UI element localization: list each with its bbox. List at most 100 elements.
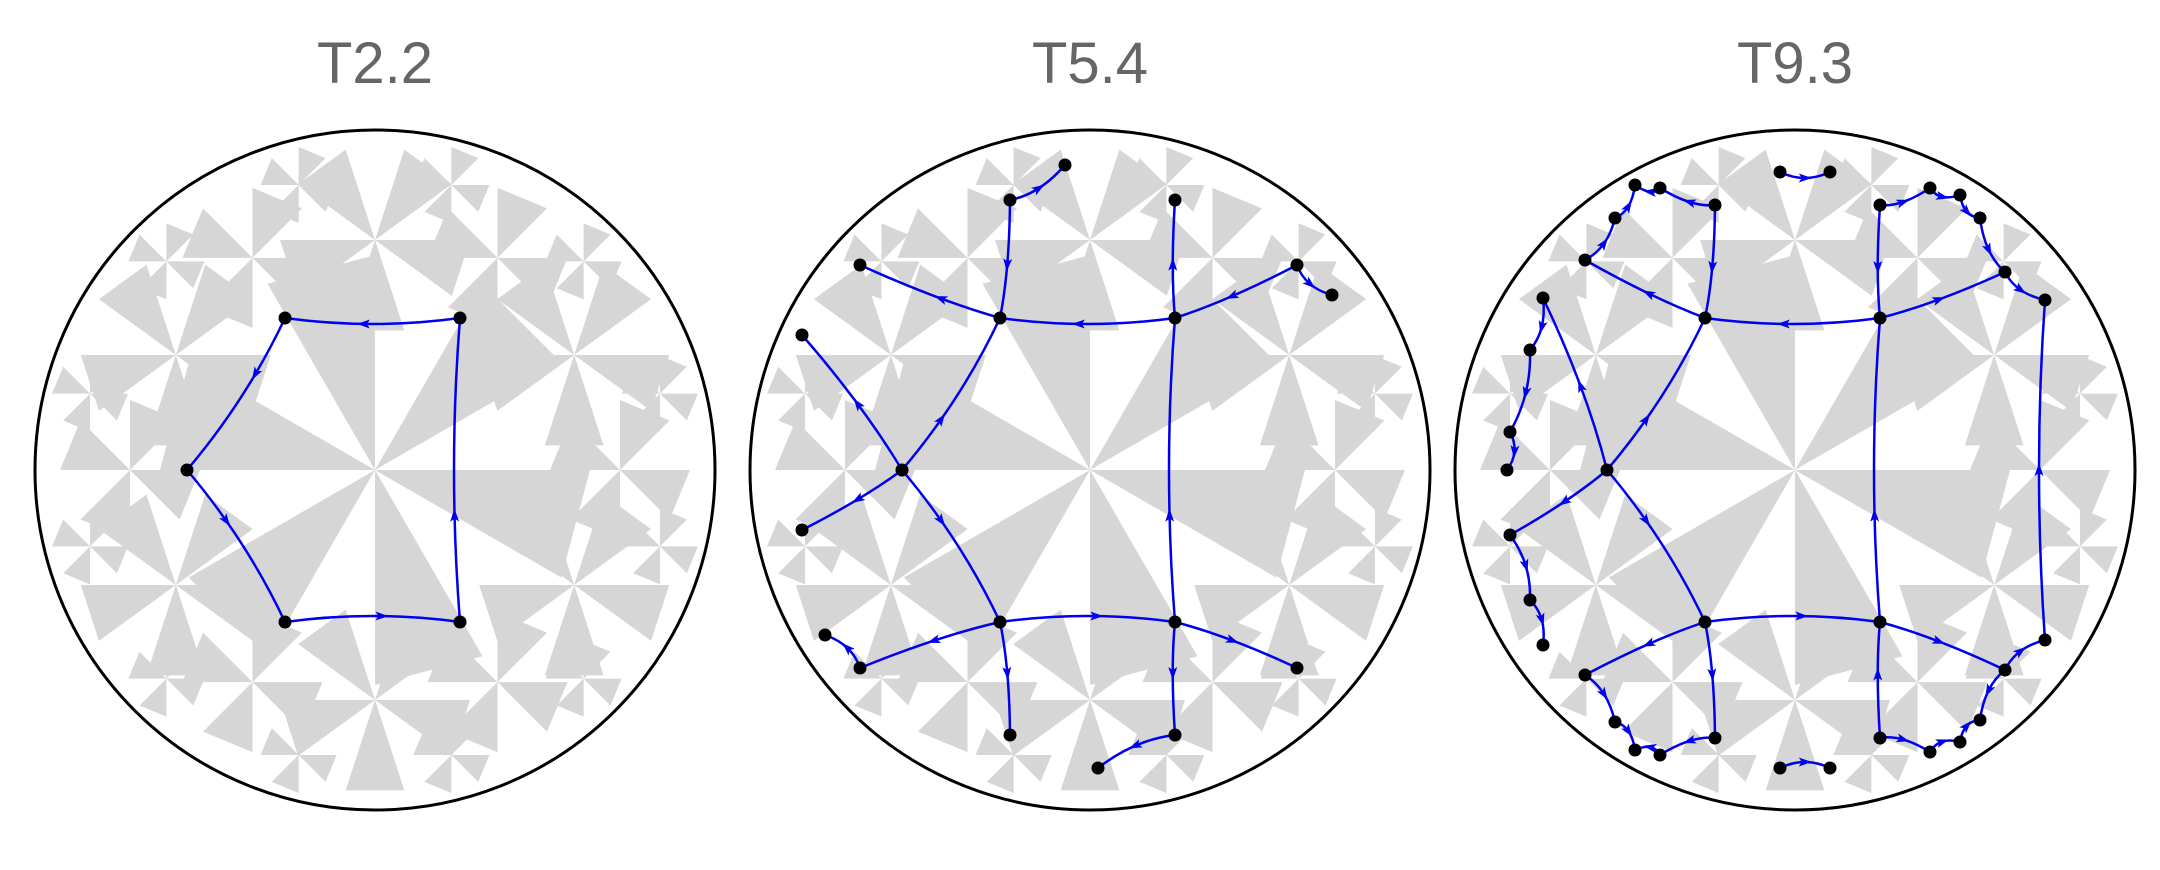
edge-arrow (1895, 199, 1910, 209)
tile (63, 393, 91, 432)
tile (1260, 234, 1299, 262)
tile (1994, 264, 2072, 355)
tile (427, 208, 498, 258)
tile (203, 257, 253, 328)
tile (1917, 257, 1988, 308)
tile (252, 612, 302, 683)
edge-arrow (1959, 720, 1972, 734)
tile (881, 640, 909, 679)
edge-arrow (927, 634, 942, 643)
tile (890, 585, 986, 641)
tile (1518, 264, 1596, 355)
graph-node (1168, 728, 1182, 742)
tile (1139, 185, 1167, 224)
tile (497, 264, 575, 355)
tile (1139, 754, 1167, 793)
tile (1090, 149, 1167, 240)
graph-node (1953, 188, 1967, 202)
tile (271, 754, 299, 793)
tile (1265, 420, 1335, 470)
tile (1548, 234, 1587, 262)
tile (875, 362, 1090, 470)
tile (175, 494, 253, 585)
tile (345, 700, 405, 791)
edge-arrow (1873, 667, 1883, 681)
tile (1271, 678, 1299, 717)
tile (545, 234, 584, 262)
tile (298, 609, 375, 700)
tile (967, 682, 1038, 732)
tile (1595, 494, 1673, 585)
edge-arrow (1931, 635, 1946, 644)
edge-arrow (1643, 188, 1657, 198)
tile (427, 632, 498, 683)
tile (778, 393, 806, 432)
tile (890, 355, 986, 411)
tile (621, 366, 660, 394)
tile (2053, 546, 2080, 585)
tile (90, 393, 129, 421)
edge-arrow (1522, 385, 1532, 400)
edge-arrow (1031, 184, 1045, 196)
tile (1013, 147, 1041, 186)
tile (550, 420, 620, 470)
tile (1718, 185, 1757, 212)
tile (1271, 261, 1299, 300)
edge-arrow (218, 513, 231, 527)
hyperbolic-disk-diagram (1453, 128, 2137, 812)
tile (620, 470, 690, 520)
tile (375, 283, 562, 470)
edge-arrow (1002, 666, 1012, 680)
tile (1917, 264, 1995, 355)
tile (881, 261, 920, 289)
tile (544, 355, 604, 446)
tile (1595, 355, 1691, 411)
edge-arrow (1708, 260, 1718, 275)
tile (918, 682, 968, 753)
edge-arrow (934, 296, 949, 305)
tile (175, 355, 271, 411)
tile (1965, 651, 2004, 679)
hyperbolic-disk-diagram (748, 128, 1432, 812)
graph-node (853, 661, 867, 675)
edge-arrow (1683, 199, 1697, 209)
edge-arrow (1596, 237, 1608, 252)
tile (298, 149, 375, 240)
tile (1259, 355, 1319, 446)
edge-arrow (1935, 739, 1949, 748)
panel-title: T5.4 (1031, 31, 1149, 96)
graph-edge (284, 614, 461, 624)
graph-edge (284, 316, 461, 326)
tile (139, 261, 167, 300)
edge-arrow (1707, 668, 1717, 682)
tile (1795, 609, 1872, 700)
tile (2041, 366, 2080, 394)
graph-node (1953, 735, 1967, 749)
tile (1672, 682, 1743, 732)
graph-node (895, 463, 909, 477)
edge-arrow (450, 508, 460, 522)
graph-node (1973, 211, 1987, 225)
tile (659, 393, 698, 421)
tile (975, 728, 1014, 755)
edge-arrow (1931, 297, 1946, 306)
tile (2003, 223, 2031, 262)
poincare-disk-boundary (1453, 128, 2137, 812)
graph-node (1923, 745, 1937, 759)
tile (451, 185, 490, 212)
tile (375, 609, 452, 700)
tile (890, 494, 968, 585)
graph-edge (999, 316, 1176, 326)
edge-arrow (1168, 257, 1178, 271)
edge-arrow (1519, 558, 1529, 573)
tile (128, 651, 167, 679)
edge-arrow (1776, 319, 1790, 329)
tile (1374, 355, 1402, 394)
tile (166, 678, 205, 706)
tile (1844, 185, 1872, 224)
tile (778, 546, 806, 585)
graph-node (1168, 311, 1182, 325)
tile (252, 257, 323, 308)
hyperbolic-disk-diagram (33, 128, 717, 812)
tile (1623, 682, 1673, 753)
